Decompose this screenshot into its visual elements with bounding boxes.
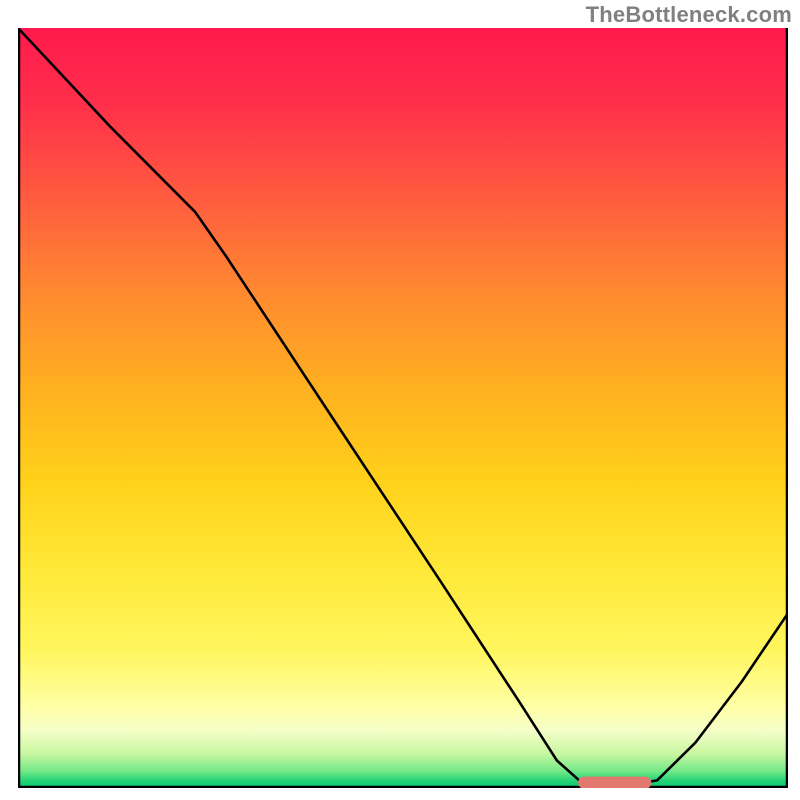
optimal-marker [578,777,651,788]
watermark-text: TheBottleneck.com [586,2,792,28]
chart-svg [18,28,788,788]
plot-area [18,28,788,788]
chart-background [18,28,788,788]
chart-frame: TheBottleneck.com [0,0,800,800]
